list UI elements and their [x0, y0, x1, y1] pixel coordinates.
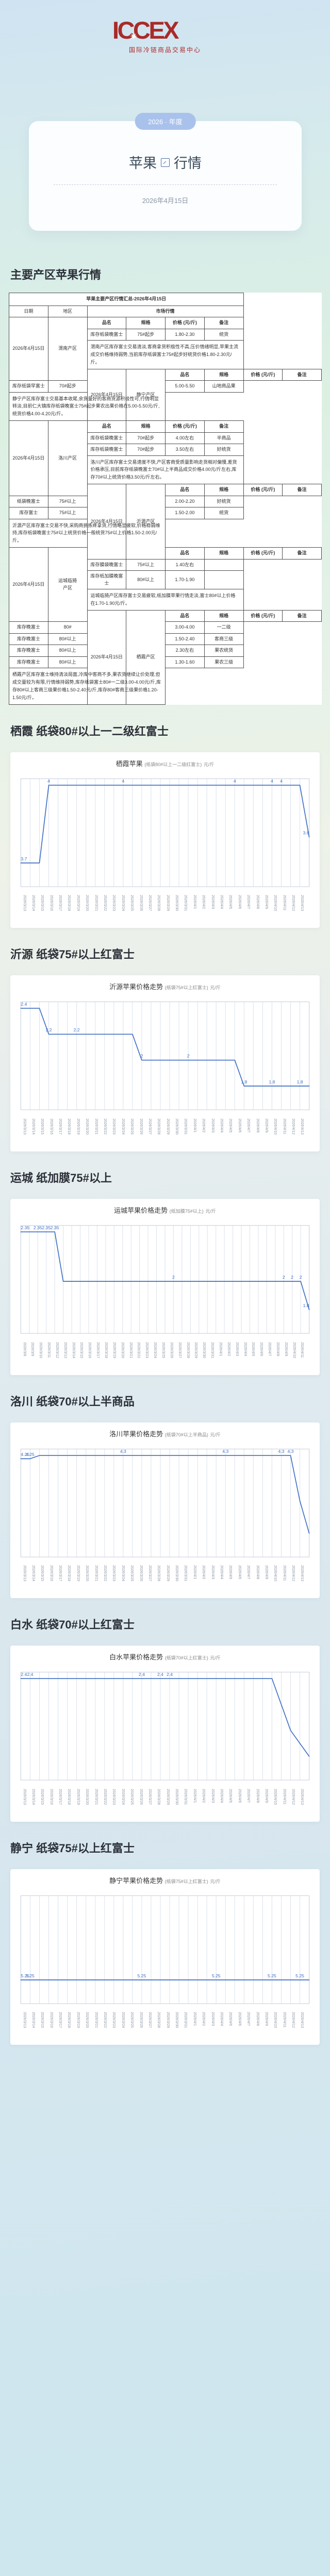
svg-text:ICCEX: ICCEX [112, 18, 179, 44]
svg-text:2.35: 2.35 [21, 1225, 29, 1230]
svg-text:2.4: 2.4 [27, 1672, 33, 1677]
svg-text:4: 4 [122, 778, 124, 784]
svg-text:5.25: 5.25 [295, 1973, 304, 1978]
svg-text:4: 4 [47, 778, 50, 784]
svg-text:2.4: 2.4 [139, 1672, 145, 1677]
svg-text:2.4: 2.4 [21, 1002, 27, 1007]
svg-text:4: 4 [234, 778, 236, 784]
svg-text:5.25: 5.25 [268, 1973, 276, 1978]
svg-text:2: 2 [300, 1275, 302, 1280]
svg-text:4.3: 4.3 [120, 1448, 126, 1453]
svg-text:4.3: 4.3 [278, 1448, 285, 1453]
svg-text:4.3: 4.3 [222, 1448, 228, 1453]
svg-text:3.8: 3.8 [303, 830, 309, 835]
svg-text:2.2: 2.2 [46, 1028, 52, 1033]
svg-text:2: 2 [283, 1275, 285, 1280]
svg-text:2.4: 2.4 [157, 1672, 163, 1677]
svg-text:2.35: 2.35 [51, 1225, 59, 1230]
svg-text:2: 2 [187, 1054, 190, 1059]
svg-text:1.8: 1.8 [303, 1303, 309, 1308]
svg-text:5.25: 5.25 [212, 1973, 221, 1978]
svg-text:2.2: 2.2 [74, 1028, 80, 1033]
svg-text:2: 2 [141, 1054, 143, 1059]
svg-text:1.8: 1.8 [241, 1079, 247, 1084]
svg-text:5.25: 5.25 [26, 1973, 35, 1978]
svg-text:1.8: 1.8 [269, 1079, 275, 1084]
svg-text:4: 4 [280, 778, 283, 784]
svg-text:5.25: 5.25 [138, 1973, 146, 1978]
svg-text:2.4: 2.4 [21, 1672, 27, 1677]
svg-text:4: 4 [271, 778, 273, 784]
svg-text:2.35: 2.35 [34, 1225, 42, 1230]
svg-text:2: 2 [291, 1275, 293, 1280]
svg-text:4.25: 4.25 [26, 1452, 35, 1457]
svg-text:2.4: 2.4 [167, 1672, 173, 1677]
svg-text:2.35: 2.35 [42, 1225, 51, 1230]
svg-text:1.8: 1.8 [297, 1079, 303, 1084]
svg-text:3.7: 3.7 [21, 856, 27, 861]
svg-text:4.3: 4.3 [288, 1448, 294, 1453]
svg-text:2: 2 [172, 1275, 175, 1280]
